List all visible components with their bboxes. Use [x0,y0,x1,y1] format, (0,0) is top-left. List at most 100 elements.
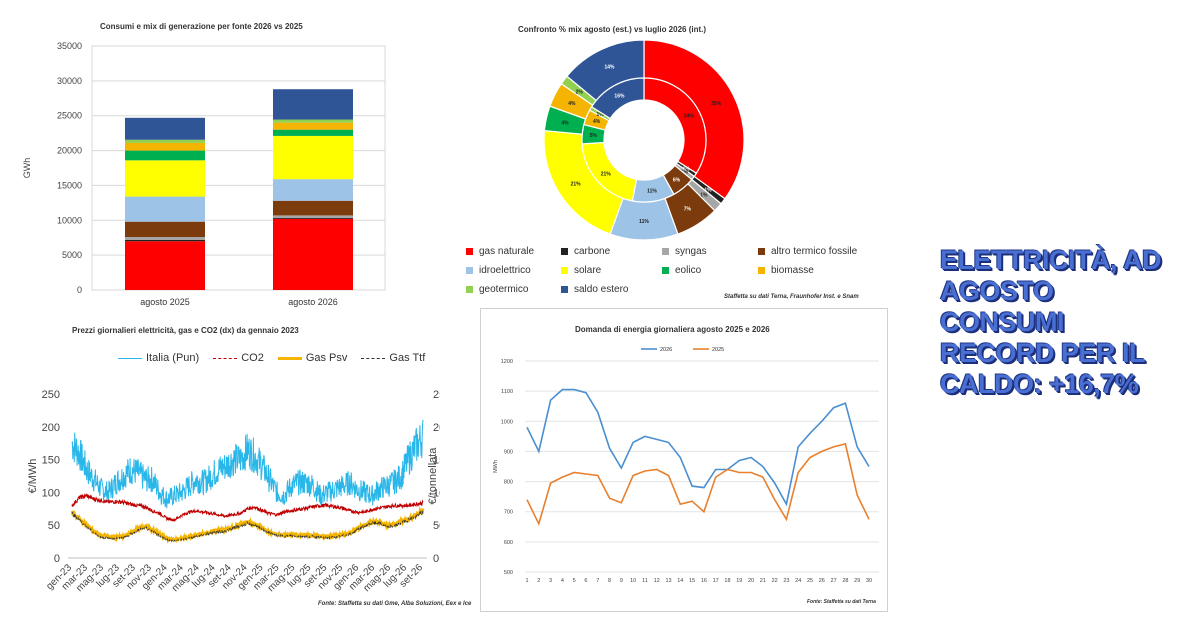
x-tick-label: 20 [748,578,754,584]
donut-data-label: 14% [605,65,616,71]
legend-swatch [466,266,473,274]
donut-data-label: 1% [704,188,712,194]
x-tick-label: 11 [642,578,648,584]
legend-swatch [662,266,669,274]
y-tick-label: 15000 [57,180,82,190]
price-series-line [71,510,424,543]
donut-data-label: 4% [593,119,601,125]
legend-swatch [561,285,568,293]
bar-segment [273,122,353,130]
x-tick-label: 3 [549,578,552,584]
x-tick-label: 26 [819,578,825,584]
bar-segment [273,200,353,216]
x-tick-label: 22 [772,578,778,584]
y-tick-label: 20000 [57,146,82,156]
donut-legend-item: eolico [662,265,701,276]
bar-segment [125,221,205,238]
y-tick-label: 100 [42,487,60,499]
legend-label: syngas [675,246,707,257]
donut-data-label: 2% [576,89,584,95]
demand-series-line [526,388,870,507]
x-tick-label: 9 [620,578,623,584]
x-tick-label: 17 [713,578,719,584]
x-tick-label: 29 [854,578,860,584]
headline-line-2: AGOSTO [940,276,1054,306]
donut-data-label: 35% [711,101,722,107]
donut-data-label: 1% [681,169,689,175]
bar-segment [125,241,205,290]
y-tick-label: 30000 [57,76,82,86]
legend-label: Gas Ttf [389,352,426,364]
price-line-chart: 0 0 50 50 100 100 150 150 200 200 250 250 €/MWh €/ton… [27,389,440,594]
x-tick-label: 14 [677,578,683,584]
donut-legend-item: syngas [662,246,707,257]
y-tick-label: 5000 [62,250,82,260]
x-tick-label: 19 [736,578,742,584]
bar-segment [273,89,353,120]
y-tick-label: 200 [42,422,60,434]
x-tick-label: 15 [689,578,695,584]
x-tick-label: 1 [525,578,528,584]
headline: ELETTRICITÀ, AD AGOSTO CONSUMI RECORD PE… [940,245,1195,400]
y-tick-label: 10000 [57,215,82,225]
stacked-bar-chart: 0 5000 10000 15000 20000 25000 30000 35000 GWh ag… [22,41,386,307]
x-tick-label: 6 [584,578,587,584]
y-right-tick-label: 250 [433,389,440,401]
legend-label: geotermico [479,284,529,295]
donut-data-label: 6% [673,177,681,183]
legend-label: saldo estero [574,284,629,295]
legend-label: eolico [675,265,702,276]
x-tick-label: 27 [831,578,837,584]
x-tick-label: 12 [654,578,660,584]
y-tick-label: 0 [77,285,82,295]
legend-label: idroelettrico [479,265,531,276]
y-tick-label: 1200 [501,359,513,365]
legend-swatch [561,266,568,274]
y-tick-label: 250 [42,389,60,401]
donut-data-label: 4% [561,120,569,126]
demand-series-line [526,442,870,527]
x-tick-label: 13 [665,578,671,584]
bar-segment [125,239,205,242]
y-tick-label: 600 [504,540,513,546]
y-right-tick-label: 50 [433,520,440,532]
legend-label: solare [574,265,602,276]
x-tick-label: 4 [561,578,564,584]
legend-label: CO2 [241,352,264,364]
y-tick-label: 1100 [501,389,513,395]
y-right-tick-label: 0 [433,553,439,565]
legend-label: biomasse [771,265,814,276]
y-right-tick-label: 100 [433,487,440,499]
x-tick-label: 23 [783,578,789,584]
price-legend-item: Italia (Pun) [118,352,199,364]
donut-panel: Confronto % mix agosto (est.) vs luglio … [440,0,900,310]
price-series-line [70,506,425,544]
legend-line-key [361,357,386,359]
price-legend-item: Gas Ttf [361,352,425,364]
legend-label: carbone [574,246,611,257]
legend-swatch [466,285,473,293]
legend-label: altro termico fossile [771,246,858,257]
x-tick-label: 30 [866,578,872,584]
bar-segment [125,150,205,161]
bar-segment [273,129,353,136]
y-right-axis-label: €/tonnellata [427,447,439,505]
headline-line-5: CALDO: +16,7% [940,369,1139,399]
donut-slice [590,77,645,120]
demand-panel: Domanda di energia giornaliera agosto 20… [480,308,888,612]
y-tick-label: 500 [504,570,513,576]
y-right-tick-label: 150 [433,455,440,467]
demand-chart-title: Domanda di energia giornaliera agosto 20… [575,325,770,334]
x-tick-label: 21 [760,578,766,584]
donut-legend-item: carbone [561,246,610,257]
donut-data-label: 1% [700,193,708,199]
y-right-tick-label: 200 [433,422,440,434]
bar-segment [273,119,353,123]
donut-legend-item: saldo estero [561,284,628,295]
bar-segment [273,135,353,180]
headline-line-3: CONSUMI [940,307,1065,337]
bar-segment [125,196,205,222]
donut-chart: 35%1%1%7%11%21%4%4%2%14%34%1%1%6%11%21%5… [543,39,745,240]
y-tick-label: 25000 [57,111,82,121]
